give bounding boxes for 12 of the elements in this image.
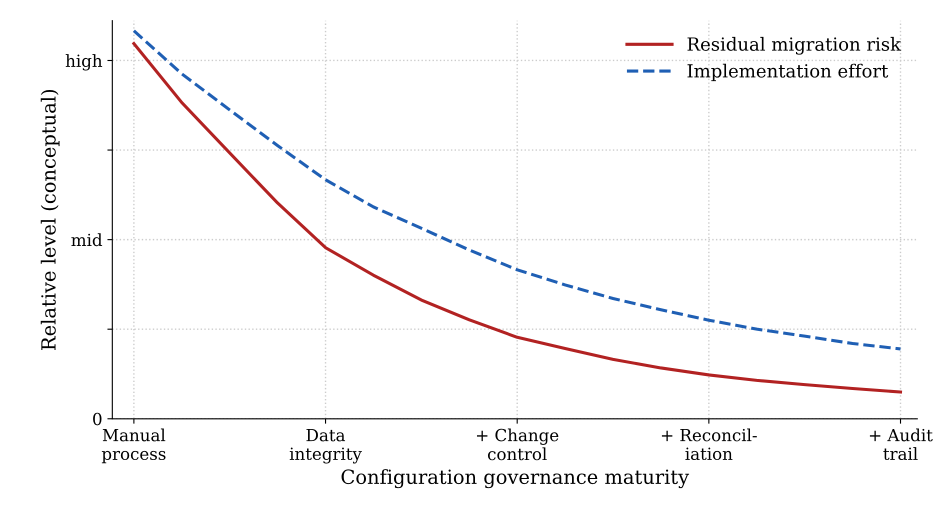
x-axis-title: Configuration governance maturity [342, 469, 690, 488]
y-axis-title: Relative level (conceptual) [40, 90, 60, 350]
legend-label: Implementation effort [688, 64, 888, 82]
x-tick-label: Manual process [102, 428, 166, 464]
text: 0 [93, 412, 102, 426]
legend-label: Residual migration risk [688, 36, 902, 55]
text: mid [71, 233, 102, 246]
x-tick-label: Data integrity [290, 429, 362, 464]
text: high [66, 54, 102, 71]
x-tick-label: + Audit trail [870, 428, 933, 460]
x-tick-label: + Change control [476, 428, 558, 460]
x-tick-label: + Reconcil- iation [662, 428, 757, 460]
